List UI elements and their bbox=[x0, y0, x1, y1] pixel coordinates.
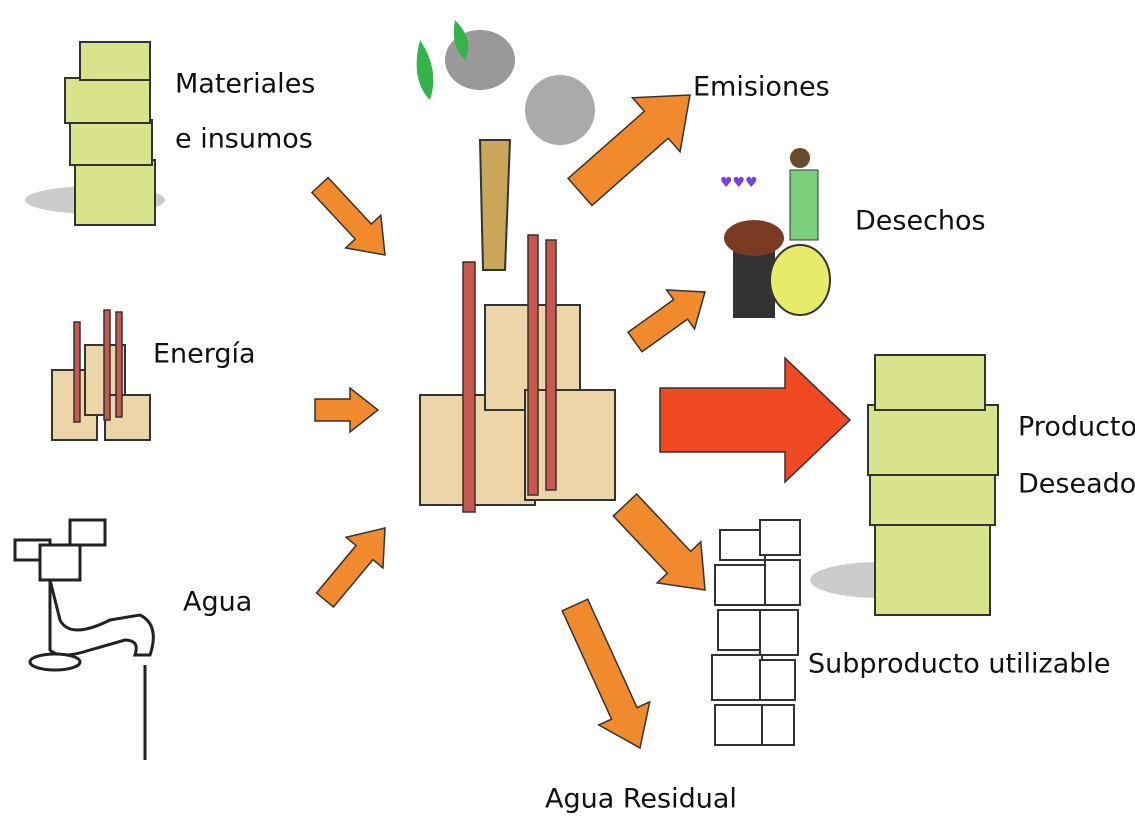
factory-icon bbox=[417, 20, 615, 512]
arrow bbox=[562, 599, 650, 748]
energy-factory-icon bbox=[52, 310, 150, 440]
arrow bbox=[312, 178, 385, 255]
label: Materiales bbox=[175, 69, 315, 100]
arrow bbox=[317, 528, 385, 607]
label: Desechos bbox=[855, 206, 986, 237]
label: Producto bbox=[1018, 412, 1135, 443]
arrow bbox=[315, 388, 378, 432]
boxes-icon bbox=[25, 42, 165, 225]
label: Deseado bbox=[1018, 469, 1135, 500]
label: Agua Residual bbox=[545, 784, 737, 815]
product-boxes-icon bbox=[810, 355, 998, 615]
label: e insumos bbox=[175, 124, 313, 155]
waste-icon: ♥♥♥ bbox=[720, 148, 830, 318]
label: Energía bbox=[153, 339, 256, 370]
faucet-icon bbox=[15, 520, 153, 760]
label: Agua bbox=[183, 587, 252, 618]
byproduct-icon bbox=[712, 520, 800, 745]
svg-text:♥♥♥: ♥♥♥ bbox=[720, 175, 758, 191]
diagram: ♥♥♥ Materiales e insumos Energía Agua Em… bbox=[0, 0, 1135, 824]
arrow bbox=[660, 358, 850, 482]
arrow bbox=[613, 494, 705, 590]
label: Subproducto utilizable bbox=[808, 649, 1111, 680]
arrow bbox=[628, 290, 705, 352]
label: Emisiones bbox=[693, 72, 830, 103]
